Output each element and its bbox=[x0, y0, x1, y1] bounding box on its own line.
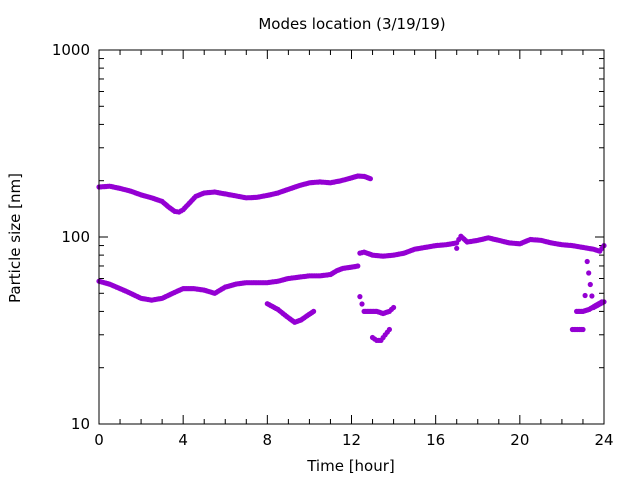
x-tick-label: 16 bbox=[426, 431, 445, 449]
y-tick-label: 10 bbox=[71, 415, 90, 433]
chart-title: Modes location (3/19/19) bbox=[258, 15, 445, 33]
data-point bbox=[589, 293, 595, 299]
x-tick-label: 24 bbox=[594, 431, 613, 449]
data-point bbox=[367, 176, 373, 182]
x-tick-label: 12 bbox=[342, 431, 361, 449]
data-point bbox=[599, 299, 605, 305]
data-point bbox=[391, 304, 397, 311]
data-point bbox=[582, 292, 588, 299]
data-point bbox=[586, 270, 592, 276]
data-point bbox=[357, 294, 363, 300]
x-tick-label: 20 bbox=[510, 431, 529, 449]
data-point bbox=[359, 301, 365, 307]
x-tick-label: 4 bbox=[178, 431, 188, 449]
plot-frame bbox=[98, 49, 605, 425]
x-tick-label: 8 bbox=[263, 431, 273, 449]
x-tick-label: 0 bbox=[94, 431, 104, 449]
data-point bbox=[311, 308, 317, 314]
data-point bbox=[386, 326, 392, 333]
data-point bbox=[580, 326, 586, 333]
x-axis-label: Time [hour] bbox=[306, 457, 395, 475]
data-point bbox=[584, 258, 590, 265]
data-point bbox=[454, 245, 460, 251]
data-point bbox=[587, 281, 593, 288]
y-tick-label: 100 bbox=[61, 228, 90, 246]
data-points bbox=[96, 173, 607, 343]
y-tick-label: 1000 bbox=[52, 41, 90, 59]
data-point bbox=[355, 263, 361, 269]
axis-ticks: 0 4 8 12 16 20 24 10 100 1000 bbox=[52, 41, 614, 449]
y-axis-label: Particle size [nm] bbox=[6, 173, 24, 303]
